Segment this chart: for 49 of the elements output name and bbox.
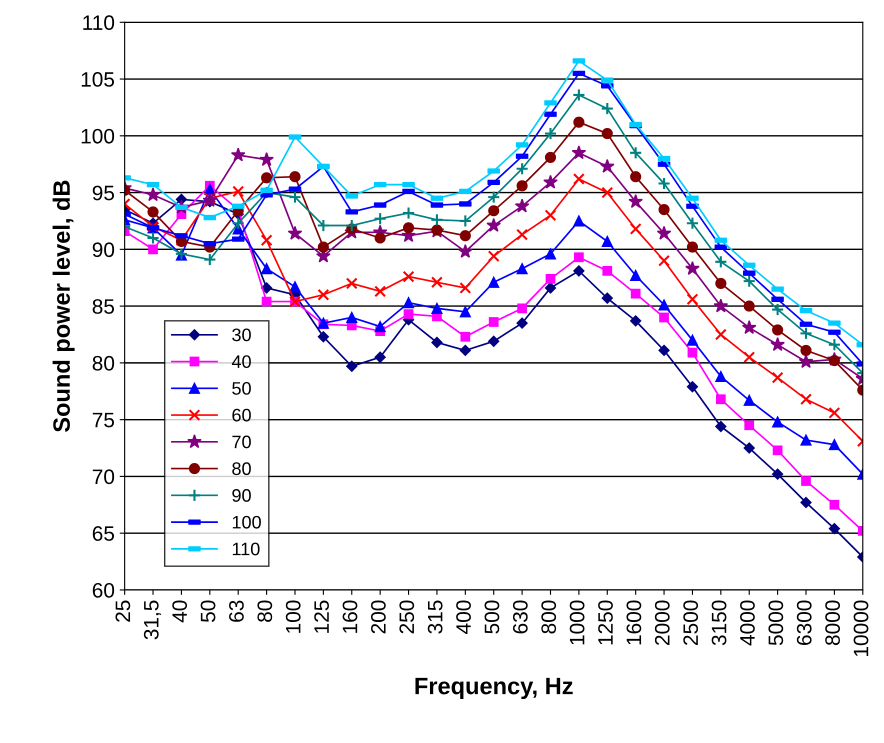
legend-label: 40 — [232, 355, 251, 368]
x-tick-label: 50 — [200, 600, 216, 622]
x-tick-label: 40 — [172, 600, 188, 622]
legend-label: 60 — [232, 408, 251, 422]
y-tick-label: 80 — [92, 356, 114, 371]
y-tick-label: 65 — [92, 526, 114, 541]
x-tick-label: 160 — [342, 600, 358, 633]
y-tick-label: 110 — [83, 15, 114, 30]
x-tick-label: 500 — [484, 600, 500, 634]
x-tick-label: 250 — [399, 600, 414, 634]
x-tick-label: 400 — [456, 600, 471, 634]
legend-label: 50 — [232, 382, 251, 395]
x-axis-title: Frequency, Hz — [415, 678, 573, 700]
x-tick-label: 200 — [370, 600, 386, 634]
y-tick-label: 100 — [82, 128, 114, 144]
legend-label: 70 — [232, 436, 251, 448]
legend-label: 110 — [232, 542, 260, 556]
y-tick-label: 85 — [92, 299, 114, 314]
x-tick-label: 6300 — [796, 600, 812, 645]
y-tick-label: 105 — [82, 72, 114, 87]
y-tick-label: 90 — [92, 242, 114, 258]
y-axis-title: Sound power level, dB — [52, 180, 75, 432]
x-tick-label: 1000 — [570, 600, 584, 644]
x-tick-label: 125 — [314, 600, 329, 633]
x-tick-label: 63 — [229, 600, 244, 622]
x-tick-label: 315 — [428, 600, 443, 634]
y-tick-label: 95 — [92, 186, 114, 200]
x-tick-label: 25 — [115, 600, 130, 622]
x-tick-label: 8000 — [825, 600, 840, 646]
x-tick-label: 1600 — [626, 600, 642, 644]
x-tick-label: 2000 — [654, 600, 670, 645]
legend-label: 90 — [232, 489, 251, 502]
y-tick-label: 60 — [92, 582, 114, 598]
x-tick-label: 3150 — [712, 600, 726, 646]
legend-label: 30 — [232, 328, 251, 342]
x-tick-label: 630 — [512, 600, 528, 634]
y-tick-label: 75 — [92, 412, 114, 428]
x-tick-label: 4000 — [740, 600, 755, 646]
y-tick-label: 70 — [92, 469, 114, 484]
x-tick-label: 1250 — [598, 600, 613, 644]
legend-label: 80 — [232, 462, 251, 476]
x-tick-label: 2500 — [683, 600, 698, 645]
legend-label: 100 — [232, 516, 261, 529]
x-tick-label: 100 — [286, 600, 301, 633]
x-tick-label: 31,5 — [144, 600, 162, 640]
x-tick-label: 10000 — [854, 600, 868, 656]
x-tick-label: 5000 — [768, 600, 784, 646]
x-tick-label: 800 — [541, 600, 556, 634]
x-tick-label: 80 — [257, 600, 272, 622]
